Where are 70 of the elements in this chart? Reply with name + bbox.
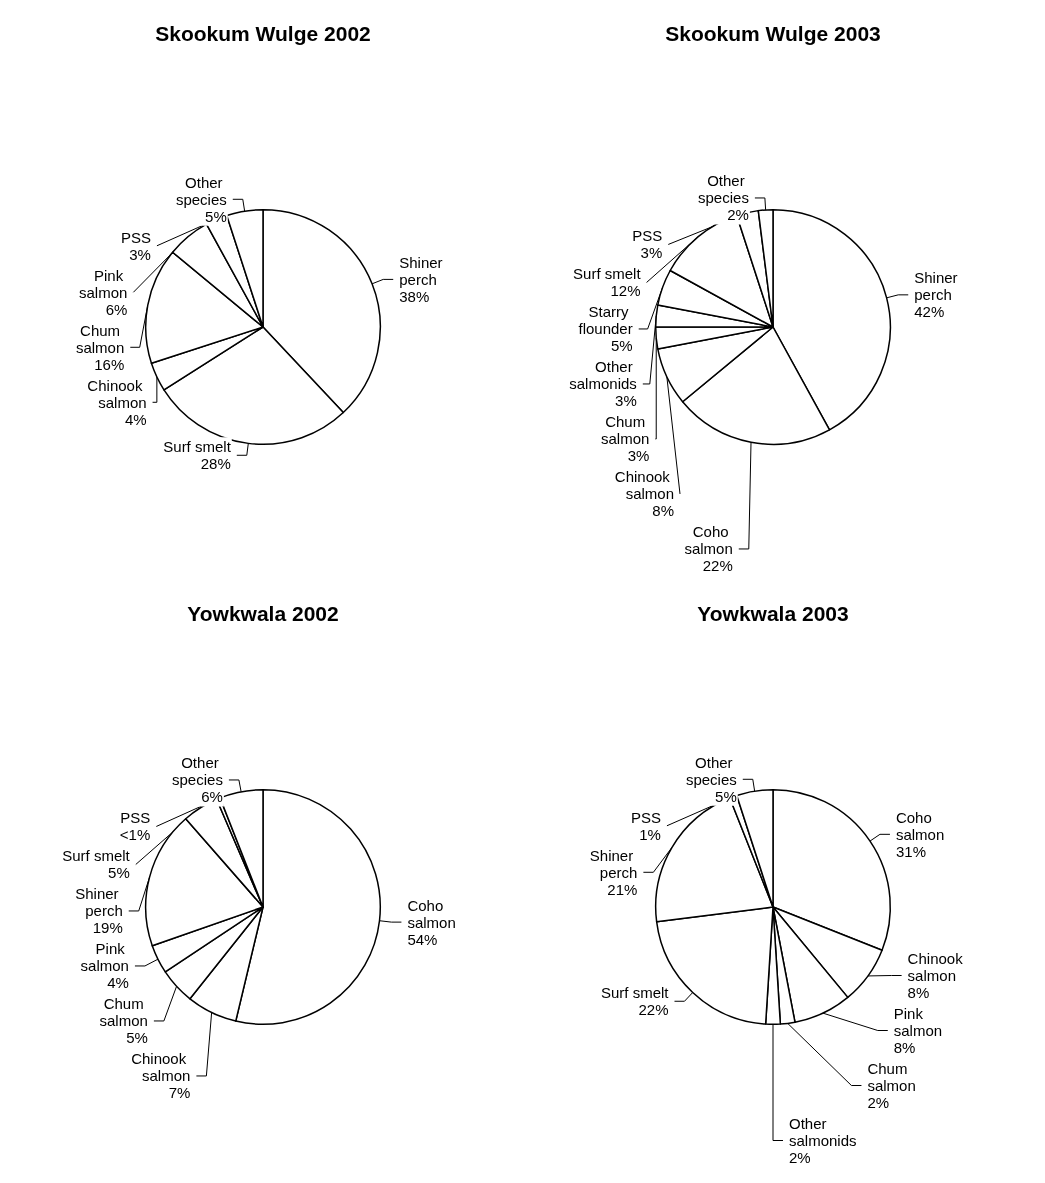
chart-title: Yowkwala 2002 (187, 602, 339, 625)
data-label: 1% (639, 825, 661, 843)
slice-label: Chum salmon (99, 995, 148, 1030)
data-label: 42% (914, 303, 945, 321)
data-label: 6% (201, 788, 223, 806)
slice-label: Other species (172, 754, 223, 789)
chart-title: Skookum Wulge 2003 (665, 22, 881, 45)
data-label: 5% (126, 1029, 148, 1047)
data-label: 22% (638, 1001, 669, 1019)
slice-label: Chinook salmon (87, 376, 147, 411)
slice-label: PSS (120, 809, 151, 827)
data-label: 19% (92, 919, 123, 937)
slice-label: Other species (685, 753, 737, 788)
data-label: 5% (108, 864, 130, 882)
chart-title: Skookum Wulge 2002 (155, 22, 371, 45)
data-label: 7% (168, 1084, 191, 1102)
data-label: 4% (107, 974, 129, 992)
slice-label: Pink salmon (893, 1005, 943, 1039)
data-label: 28% (200, 455, 231, 473)
data-label: 5% (715, 787, 737, 805)
slice-label: PSS (120, 228, 151, 246)
slice-label: Chum salmon (601, 413, 650, 448)
slice-label: Chinook salmon (614, 468, 675, 503)
data-label: <1% (119, 826, 151, 844)
data-label: 31% (895, 842, 926, 860)
slice-label: Starry flounder (578, 303, 633, 338)
data-label: 21% (607, 880, 638, 898)
slice-label: Shiner perch (75, 885, 123, 920)
slice-label: Shiner perch (914, 269, 962, 304)
slice-label: Surf smelt (62, 847, 131, 865)
slice-label: Other salmonids (789, 1115, 857, 1149)
data-label: 12% (610, 282, 641, 300)
slice-label: Surf smelt (573, 265, 642, 283)
slice-label: Surf smelt (163, 438, 232, 456)
data-label: 8% (652, 502, 675, 520)
data-label: 3% (640, 244, 663, 262)
data-label: 2% (867, 1094, 890, 1111)
data-label: 54% (407, 930, 438, 948)
data-label: 8% (907, 984, 930, 1001)
slice-label: PSS (630, 808, 661, 826)
data-label: 3% (129, 245, 151, 263)
slice-label: PSS (632, 227, 663, 245)
data-label: 22% (702, 557, 733, 575)
data-label: 3% (615, 392, 637, 410)
slice-label: Coho salmon (407, 896, 456, 931)
slice-label: Pink salmon (79, 266, 128, 301)
slice-label: Other species (175, 173, 227, 208)
data-label: 5% (205, 207, 227, 225)
slice-label: Chinook salmon (907, 950, 967, 984)
slice-label: Chum salmon (867, 1060, 916, 1094)
data-label: 2% (727, 206, 749, 224)
data-label: 8% (893, 1039, 916, 1056)
slice-label: Other species (698, 172, 749, 207)
slice-label: Shiner perch (589, 846, 638, 881)
slice-label: Coho salmon (895, 808, 945, 843)
slice-label: Chum salmon (75, 321, 125, 356)
data-label: 3% (627, 447, 650, 465)
data-label: 6% (105, 300, 128, 318)
slice-label: Shiner perch (399, 253, 447, 288)
data-label: 2% (789, 1149, 811, 1166)
slice-label: Coho salmon (684, 523, 733, 558)
slice-label: Other salmonids (569, 358, 637, 393)
slice-label: Surf smelt (600, 984, 670, 1002)
data-label: 16% (94, 355, 125, 373)
slice-label: Pink salmon (80, 940, 129, 975)
chart-title: Yowkwala 2003 (697, 602, 849, 625)
data-label: 4% (124, 410, 147, 428)
data-label: 5% (611, 337, 633, 355)
slice-label: Chinook salmon (131, 1050, 191, 1085)
data-label: 38% (399, 287, 430, 305)
